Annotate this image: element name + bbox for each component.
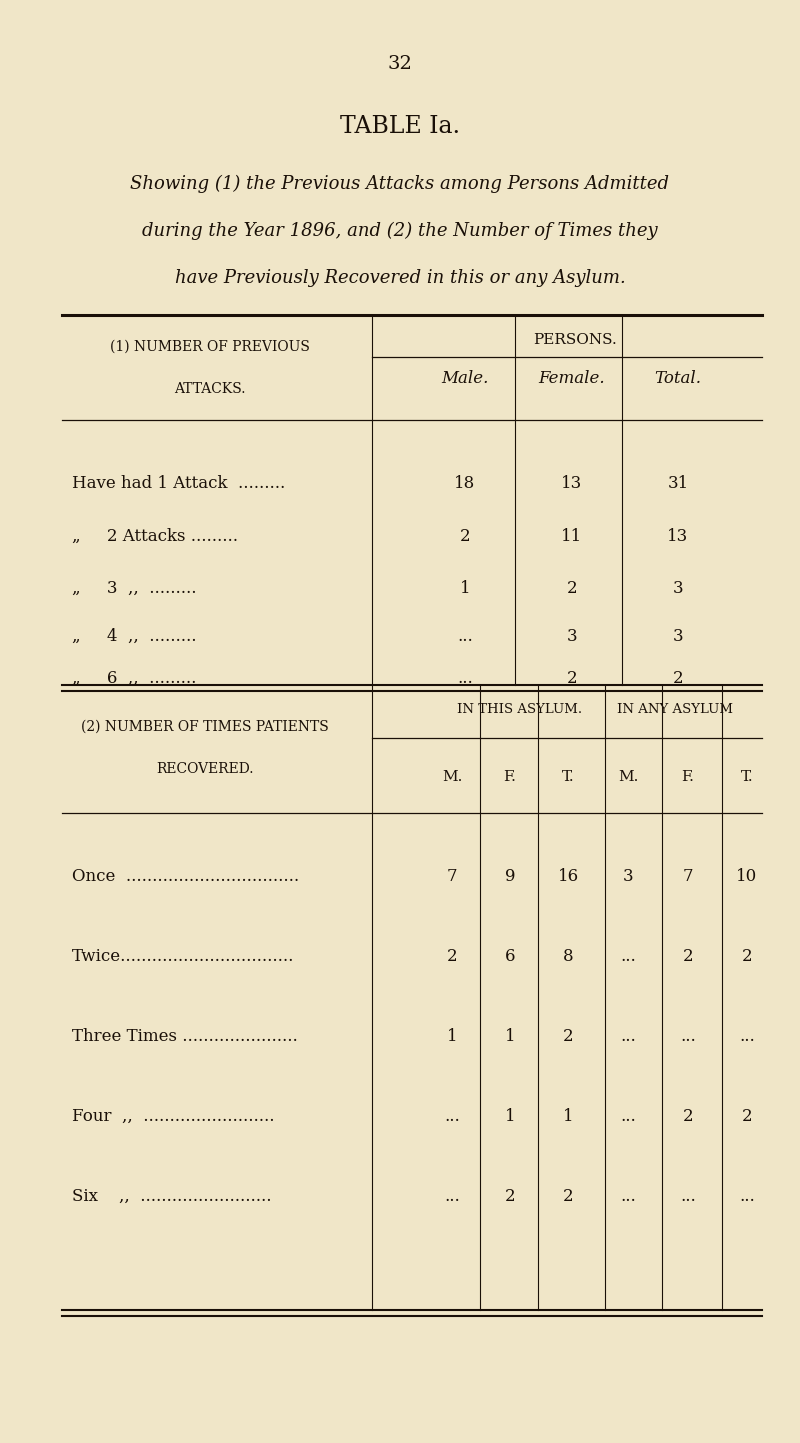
Text: have Previously Recovered in this or any Asylum.: have Previously Recovered in this or any… (174, 268, 626, 287)
Text: Female.: Female. (538, 369, 606, 387)
Text: ...: ... (444, 1188, 460, 1205)
Text: IN THIS ASYLUM.: IN THIS ASYLUM. (458, 703, 582, 716)
Text: 1: 1 (505, 1027, 515, 1045)
Text: TABLE Ia.: TABLE Ia. (340, 115, 460, 139)
Text: Male.: Male. (442, 369, 489, 387)
Text: F.: F. (503, 771, 517, 784)
Text: 16: 16 (558, 869, 578, 885)
Text: 2: 2 (562, 1027, 574, 1045)
Text: 2: 2 (566, 670, 578, 687)
Text: 2: 2 (673, 670, 683, 687)
Text: 8: 8 (562, 948, 574, 965)
Text: 2: 2 (742, 1108, 752, 1126)
Text: 13: 13 (667, 528, 689, 545)
Text: 13: 13 (562, 475, 582, 492)
Text: Showing (1) the Previous Attacks among Persons Admitted: Showing (1) the Previous Attacks among P… (130, 175, 670, 193)
Text: Twice.................................: Twice................................. (72, 948, 294, 965)
Text: 2: 2 (446, 948, 458, 965)
Text: IN ANY ASYLUM: IN ANY ASYLUM (617, 703, 733, 716)
Text: T.: T. (741, 771, 754, 784)
Text: (2) NUMBER OF TIMES PATIENTS: (2) NUMBER OF TIMES PATIENTS (81, 720, 329, 734)
Text: Four  ,,  .........................: Four ,, ......................... (72, 1108, 274, 1126)
Text: „     3  ,,  .........: „ 3 ,, ......... (72, 580, 197, 597)
Text: ...: ... (620, 1188, 636, 1205)
Text: ...: ... (739, 1188, 755, 1205)
Text: ...: ... (457, 670, 473, 687)
Text: M.: M. (442, 771, 462, 784)
Text: 3: 3 (622, 869, 634, 885)
Text: 1: 1 (505, 1108, 515, 1126)
Text: „     2 Attacks .........: „ 2 Attacks ......... (72, 528, 238, 545)
Text: 3: 3 (566, 628, 578, 645)
Text: ATTACKS.: ATTACKS. (174, 382, 246, 395)
Text: Once  .................................: Once ................................. (72, 869, 299, 885)
Text: Have had 1 Attack  .........: Have had 1 Attack ......... (72, 475, 286, 492)
Text: 7: 7 (682, 869, 694, 885)
Text: ...: ... (739, 1027, 755, 1045)
Text: F.: F. (682, 771, 694, 784)
Text: 2: 2 (505, 1188, 515, 1205)
Text: 3: 3 (673, 628, 683, 645)
Text: 2: 2 (742, 948, 752, 965)
Text: ...: ... (620, 1108, 636, 1126)
Text: (1) NUMBER OF PREVIOUS: (1) NUMBER OF PREVIOUS (110, 341, 310, 354)
Text: ...: ... (444, 1108, 460, 1126)
Text: 1: 1 (446, 1027, 458, 1045)
Text: 1: 1 (562, 1108, 574, 1126)
Text: T.: T. (562, 771, 574, 784)
Text: 9: 9 (505, 869, 515, 885)
Text: M.: M. (618, 771, 638, 784)
Text: 32: 32 (387, 55, 413, 74)
Text: PERSONS.: PERSONS. (533, 333, 617, 346)
Text: 1: 1 (460, 580, 470, 597)
Text: 2: 2 (562, 1188, 574, 1205)
Text: „     4  ,,  .........: „ 4 ,, ......... (72, 628, 197, 645)
Text: 11: 11 (562, 528, 582, 545)
Text: 3: 3 (673, 580, 683, 597)
Text: ...: ... (620, 1027, 636, 1045)
Text: 2: 2 (682, 948, 694, 965)
Text: 31: 31 (667, 475, 689, 492)
Text: Six    ,,  .........................: Six ,, ......................... (72, 1188, 271, 1205)
Text: ...: ... (680, 1188, 696, 1205)
Text: ...: ... (457, 628, 473, 645)
Text: 2: 2 (460, 528, 470, 545)
Text: 2: 2 (566, 580, 578, 597)
Text: Three Times ......................: Three Times ...................... (72, 1027, 298, 1045)
Text: 18: 18 (454, 475, 476, 492)
Text: 7: 7 (446, 869, 458, 885)
Text: Total.: Total. (654, 369, 702, 387)
Text: 6: 6 (505, 948, 515, 965)
Text: 10: 10 (736, 869, 758, 885)
Text: RECOVERED.: RECOVERED. (156, 762, 254, 776)
Text: ...: ... (620, 948, 636, 965)
Text: „     6  ,,  .........: „ 6 ,, ......... (72, 670, 196, 687)
Text: 2: 2 (682, 1108, 694, 1126)
Text: ...: ... (680, 1027, 696, 1045)
Text: during the Year 1896, and (2) the Number of Times they: during the Year 1896, and (2) the Number… (142, 222, 658, 240)
